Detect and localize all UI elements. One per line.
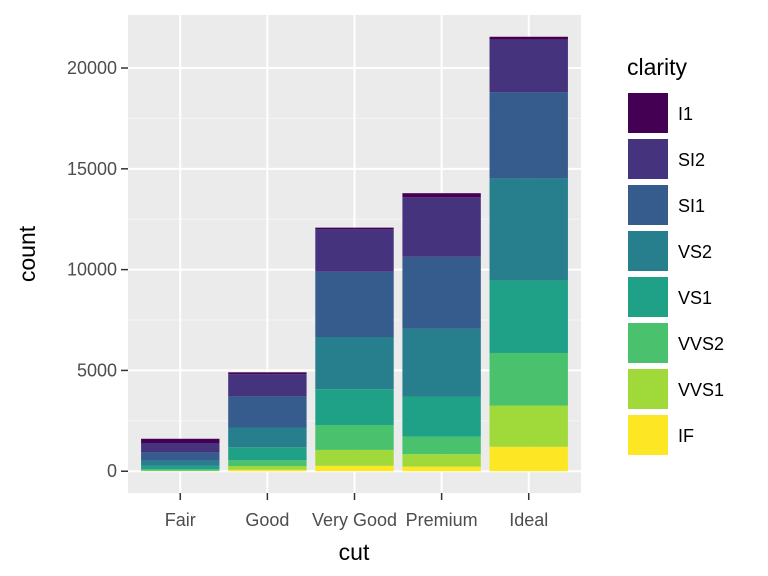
bar-segment-good-if [228,469,307,472]
legend-key-vs2 [628,231,668,271]
bar-segment-premium-i1 [402,193,481,198]
legend-label-si1: SI1 [678,196,705,216]
y-tick-label: 10000 [67,260,117,280]
x-axis-title: cut [339,539,370,565]
bar-segment-good-vvs2 [228,460,307,467]
legend-title: clarity [627,54,688,80]
bar-segment-premium-vvs2 [402,436,481,455]
bar-segment-very-good-i1 [315,227,394,230]
y-tick-label: 15000 [67,159,117,179]
bar-segment-good-si2 [228,374,307,397]
x-tick-label: Good [245,510,289,530]
bar-segment-fair-vs2 [141,460,220,466]
bar-segment-fair-i1 [141,438,220,444]
y-axis: 0 5000 10000 15000 20000 [67,58,128,481]
y-axis-title: count [14,225,40,282]
bar-segment-premium-vs2 [402,328,481,397]
legend-key-vvs1 [628,369,668,409]
y-tick-label: 5000 [77,360,117,380]
bar-segment-very-good-vvs2 [315,425,394,450]
bar-segment-very-good-vvs1 [315,449,394,466]
bar-segment-good-vs1 [228,447,307,461]
legend-key-si1 [628,185,668,225]
legend-label-vvs2: VVS2 [678,334,724,354]
bar-segment-ideal-if [489,446,568,472]
bar-segment-ideal-i1 [489,36,568,40]
y-tick-label: 20000 [67,58,117,78]
legend-items: I1 SI2 SI1 VS2 VS1 VVS2 VVS1 IF [628,93,724,455]
bar-segment-ideal-vvs1 [489,405,568,447]
x-tick-label: Very Good [312,510,397,530]
bar-segment-premium-vs1 [402,396,481,437]
bar-segment-ideal-vvs2 [489,352,568,406]
bar-segment-fair-si1 [141,452,220,461]
bar-segment-premium-if [402,466,481,472]
bar-segment-premium-si1 [402,256,481,329]
legend-label-i1: I1 [678,104,693,124]
bars [141,36,568,472]
bar-segment-very-good-if [315,465,394,472]
x-axis: Fair Good Very Good Premium Ideal [165,493,548,530]
bar-segment-ideal-vs1 [489,280,568,353]
bar-segment-premium-si2 [402,197,481,257]
legend-key-vs1 [628,277,668,317]
bar-segment-ideal-si2 [489,39,568,93]
legend-label-vs2: VS2 [678,242,712,262]
legend-label-vvs1: VVS1 [678,380,724,400]
bar-segment-ideal-vs2 [489,178,568,281]
legend-key-si2 [628,139,668,179]
legend-label-si2: SI2 [678,150,705,170]
bar-segment-good-si1 [228,396,307,428]
legend-key-i1 [628,93,668,133]
legend: clarity I1 SI2 SI1 VS2 VS1 VVS2 VVS1 IF [627,54,724,455]
bar-segment-good-vs2 [228,427,307,448]
legend-label-if: IF [678,426,694,446]
x-tick-label: Fair [165,510,196,530]
bar-segment-fair-vs1 [141,465,220,470]
bar-segment-premium-vvs1 [402,454,481,467]
bar-segment-good-i1 [228,372,307,375]
x-tick-label: Ideal [509,510,548,530]
bar-segment-good-vvs1 [228,466,307,470]
bar-segment-very-good-vs2 [315,336,394,390]
x-tick-label: Premium [406,510,478,530]
bar-segment-very-good-si1 [315,271,394,337]
bar-segment-ideal-si1 [489,92,568,179]
bar-segment-fair-si2 [141,443,220,453]
bar-segment-very-good-si2 [315,229,394,272]
legend-label-vs1: VS1 [678,288,712,308]
legend-key-vvs2 [628,323,668,363]
legend-key-if [628,415,668,455]
y-tick-label: 0 [107,461,117,481]
bar-segment-very-good-vs1 [315,389,394,426]
bar-segment-fair-vvs2 [141,469,220,471]
